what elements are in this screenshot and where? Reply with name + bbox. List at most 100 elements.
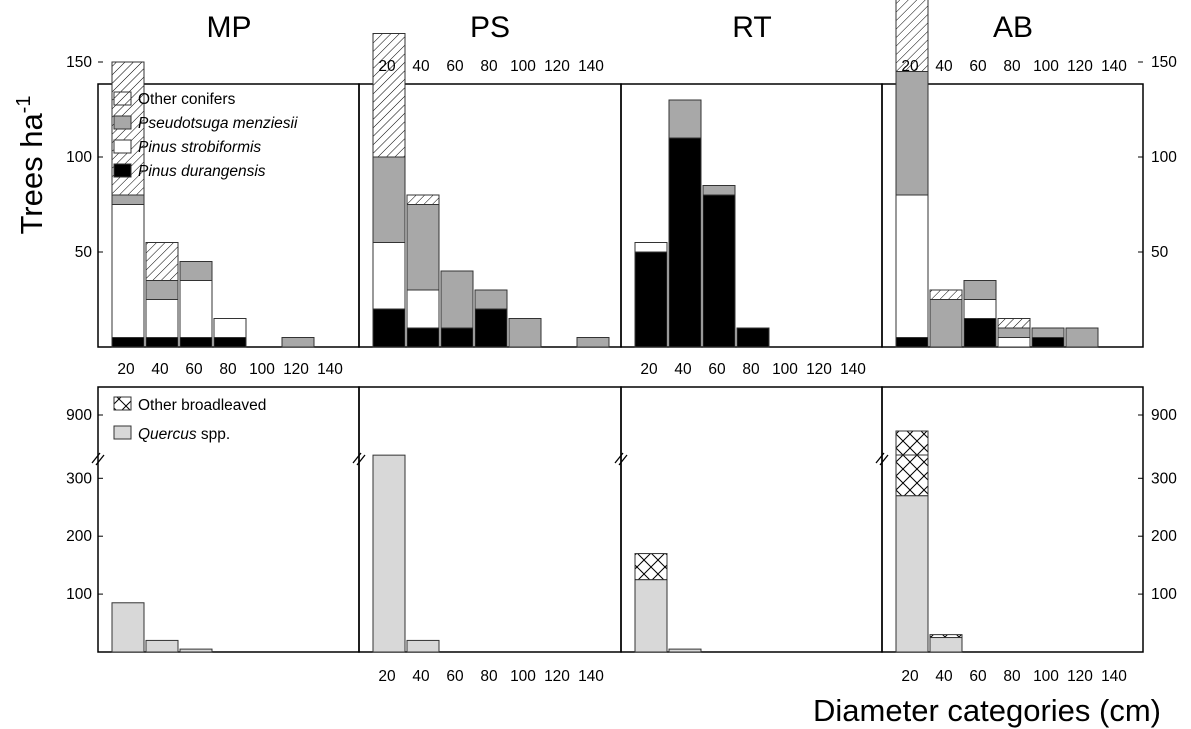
xtick-label-top-ab: 40 bbox=[935, 58, 953, 75]
bar-ps-pseudotsuga-menziesii-140 bbox=[576, 337, 610, 348]
site-title-ps: PS bbox=[470, 11, 510, 44]
bar-ps-pinus-strobiformis-40 bbox=[406, 289, 440, 329]
xtick-label-bottom-mp: 40 bbox=[151, 361, 169, 378]
bar-ab-other-broadleaved-40 bbox=[929, 634, 963, 639]
xtick-label-top-ps: 60 bbox=[446, 58, 464, 75]
bar-mp-pseudotsuga-menziesii-120 bbox=[281, 337, 315, 348]
bar-ab-pseudotsuga-menziesii-60 bbox=[963, 280, 997, 300]
bar-ps-pinus-durangensis-80 bbox=[474, 308, 508, 348]
bar-mp-pinus-strobiformis-60 bbox=[179, 280, 213, 338]
axis-break-mark bbox=[879, 454, 889, 466]
xtick-label-top-ab: 140 bbox=[1101, 58, 1127, 75]
axis-break-mark bbox=[356, 454, 366, 466]
legend-swatch-black bbox=[113, 163, 132, 178]
xtick-label-ab: 20 bbox=[901, 668, 919, 685]
xtick-label-ab: 100 bbox=[1033, 668, 1059, 685]
xtick-label-ps: 100 bbox=[510, 668, 536, 685]
bar-ab-pseudotsuga-menziesii-120 bbox=[1065, 327, 1099, 348]
bar-ps-pseudotsuga-menziesii-80 bbox=[474, 289, 508, 310]
bar-ab-quercus-spp--40 bbox=[929, 637, 963, 653]
xtick-label-bottom-mp: 120 bbox=[283, 361, 309, 378]
ytick-label-bottom-left: 900 bbox=[66, 407, 92, 424]
bar-mp-pinus-strobiformis-40 bbox=[145, 299, 179, 338]
bar-mp-other-conifers-40 bbox=[145, 242, 179, 281]
xtick-label-bottom-rt: 120 bbox=[806, 361, 832, 378]
xtick-label-ab: 140 bbox=[1101, 668, 1127, 685]
xtick-label-bottom-rt: 20 bbox=[640, 361, 658, 378]
xtick-label-top-ab: 100 bbox=[1033, 58, 1059, 75]
bar-mp-pinus-durangensis-60 bbox=[179, 337, 213, 348]
xtick-label-ab: 80 bbox=[1003, 668, 1021, 685]
bar-ps-other-conifers-40 bbox=[406, 194, 440, 205]
xtick-label-top-ps: 100 bbox=[510, 58, 536, 75]
bar-mp-pseudotsuga-menziesii-40 bbox=[145, 280, 179, 300]
axis-break-mark bbox=[352, 452, 362, 464]
xtick-label-bottom-mp: 140 bbox=[317, 361, 343, 378]
legend-swatch-crosshatch bbox=[113, 396, 132, 411]
y-axis-label-text: Trees ha bbox=[14, 113, 49, 235]
bar-mp-pinus-strobiformis-80 bbox=[213, 318, 247, 338]
bar-mp-pseudotsuga-menziesii-60 bbox=[179, 261, 213, 281]
bar-mp-pinus-durangensis-80 bbox=[213, 337, 247, 348]
bar-rt-pinus-strobiformis-20 bbox=[634, 242, 668, 253]
xtick-label-top-ab: 60 bbox=[969, 58, 987, 75]
bar-ps-pinus-durangensis-40 bbox=[406, 327, 440, 348]
xtick-label-top-ps: 40 bbox=[412, 58, 430, 75]
bar-ps-pinus-durangensis-20 bbox=[372, 308, 406, 348]
bar-ab-other-conifers-20 bbox=[895, 0, 929, 72]
site-title-mp: MP bbox=[207, 11, 252, 44]
bar-ab-pinus-strobiformis-80 bbox=[997, 337, 1031, 348]
ytick-label-top-left: 100 bbox=[66, 149, 92, 166]
bar-ab-other-conifers-80 bbox=[997, 318, 1031, 329]
bar-ab-other-broadleaved-20 bbox=[895, 448, 929, 497]
xtick-label-ps: 140 bbox=[578, 668, 604, 685]
bar-mp-pinus-strobiformis-20 bbox=[111, 204, 145, 338]
ytick-label-bottom-right: 300 bbox=[1151, 470, 1177, 487]
bar-rt-other-broadleaved-20 bbox=[634, 553, 668, 581]
bar-ab-pinus-durangensis-60 bbox=[963, 318, 997, 348]
bar-ab-pseudotsuga-menziesii-100 bbox=[1031, 327, 1065, 338]
legend-label: Pinus strobiformis bbox=[138, 139, 261, 156]
bar-rt-pinus-durangensis-20 bbox=[634, 251, 668, 348]
bar-mp-pinus-durangensis-20 bbox=[111, 337, 145, 348]
ytick-label-top-right: 150 bbox=[1151, 54, 1177, 71]
legend-swatch-white bbox=[113, 139, 132, 154]
bar-mp-pseudotsuga-menziesii-20 bbox=[111, 194, 145, 205]
site-title-ab: AB bbox=[993, 11, 1033, 44]
bar-rt-pseudotsuga-menziesii-40 bbox=[668, 99, 702, 139]
bar-ab-pinus-durangensis-100 bbox=[1031, 337, 1065, 348]
bar-ab-pinus-durangensis-20 bbox=[895, 337, 929, 348]
xtick-label-bottom-rt: 140 bbox=[840, 361, 866, 378]
ytick-label-top-left: 50 bbox=[75, 244, 93, 261]
bar-ab-other-broadleaved-above-break bbox=[895, 430, 929, 456]
legend-swatch-gray bbox=[113, 115, 132, 130]
xtick-label-top-ab: 120 bbox=[1067, 58, 1093, 75]
xtick-label-bottom-mp: 20 bbox=[117, 361, 135, 378]
bar-mp-pinus-durangensis-40 bbox=[145, 337, 179, 348]
xtick-label-top-ab: 80 bbox=[1003, 58, 1021, 75]
xtick-label-top-ab: 20 bbox=[901, 58, 919, 75]
xtick-label-top-ps: 80 bbox=[480, 58, 498, 75]
xtick-label-ps: 20 bbox=[378, 668, 396, 685]
xtick-label-top-ps: 120 bbox=[544, 58, 570, 75]
axis-break-mark bbox=[614, 452, 624, 464]
ytick-label-bottom-right: 200 bbox=[1151, 528, 1177, 545]
axis-break-mark bbox=[875, 452, 885, 464]
y-axis-label-superscript: -1 bbox=[13, 96, 35, 114]
x-axis-label: Diameter categories (cm) bbox=[813, 693, 1161, 728]
xtick-label-ps: 60 bbox=[446, 668, 464, 685]
xtick-label-ab: 40 bbox=[935, 668, 953, 685]
bar-mp-quercus-spp--60 bbox=[179, 648, 213, 653]
bar-mp-quercus-spp--40 bbox=[145, 639, 179, 653]
plot-layer: 5050100100150150200200250250204060801001… bbox=[66, 0, 1177, 685]
xtick-label-ps: 80 bbox=[480, 668, 498, 685]
bar-rt-pinus-durangensis-40 bbox=[668, 137, 702, 348]
bar-rt-pinus-durangensis-60 bbox=[702, 194, 736, 348]
xtick-label-bottom-mp: 60 bbox=[185, 361, 203, 378]
bar-ps-quercus-spp--20 bbox=[372, 454, 406, 653]
bar-ab-pinus-strobiformis-20 bbox=[895, 194, 929, 338]
bar-ab-pseudotsuga-menziesii-80 bbox=[997, 327, 1031, 338]
ytick-label-top-right: 100 bbox=[1151, 149, 1177, 166]
bar-rt-quercus-spp--40 bbox=[668, 648, 702, 653]
legend-label-quercus: Quercus spp. bbox=[138, 426, 230, 443]
